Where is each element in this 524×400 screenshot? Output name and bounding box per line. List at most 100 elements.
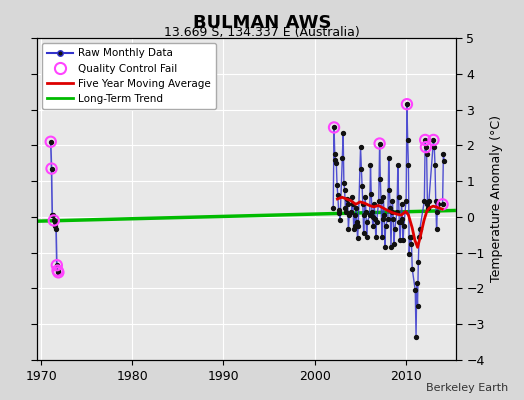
- Point: [421, 137, 429, 143]
- Point: [358, 183, 366, 190]
- Point: [343, 196, 351, 202]
- Point: [345, 212, 353, 218]
- Point: [384, 216, 392, 222]
- Point: [52, 262, 61, 268]
- Point: [375, 140, 384, 147]
- Point: [359, 230, 368, 236]
- Point: [369, 214, 378, 220]
- Point: [52, 262, 61, 268]
- Point: [396, 237, 405, 243]
- Point: [377, 198, 385, 204]
- Point: [330, 124, 338, 131]
- Point: [352, 205, 360, 211]
- Point: [439, 201, 447, 208]
- Point: [51, 223, 59, 229]
- Point: [336, 217, 344, 224]
- Point: [50, 219, 59, 226]
- Point: [403, 137, 412, 143]
- Point: [432, 198, 440, 204]
- Point: [414, 258, 422, 265]
- Point: [334, 192, 342, 199]
- Point: [53, 267, 62, 274]
- Text: Berkeley Earth: Berkeley Earth: [426, 383, 508, 393]
- Text: 13.669 S, 134.337 E (Australia): 13.669 S, 134.337 E (Australia): [164, 26, 360, 39]
- Point: [344, 226, 353, 233]
- Point: [348, 194, 356, 200]
- Point: [406, 233, 414, 240]
- Point: [368, 223, 377, 229]
- Point: [381, 223, 390, 229]
- Point: [47, 138, 55, 145]
- Point: [334, 206, 343, 213]
- Point: [397, 219, 405, 226]
- Point: [368, 208, 376, 215]
- Point: [335, 210, 344, 216]
- Point: [420, 198, 429, 204]
- Point: [395, 194, 403, 200]
- Point: [440, 158, 449, 165]
- Point: [434, 201, 442, 208]
- Point: [408, 266, 417, 272]
- Point: [367, 190, 375, 197]
- Point: [385, 155, 393, 161]
- Point: [390, 240, 398, 247]
- Point: [394, 162, 402, 168]
- Point: [372, 233, 380, 240]
- Point: [400, 223, 408, 229]
- Point: [357, 165, 366, 172]
- Point: [54, 269, 62, 276]
- Point: [390, 226, 399, 233]
- Point: [47, 138, 55, 145]
- Point: [54, 269, 62, 276]
- Point: [329, 205, 337, 211]
- Point: [362, 208, 370, 215]
- Point: [439, 201, 447, 208]
- Point: [373, 219, 381, 226]
- Point: [404, 162, 412, 168]
- Point: [330, 124, 338, 131]
- Point: [363, 219, 372, 226]
- Point: [423, 201, 432, 208]
- Point: [412, 280, 421, 286]
- Point: [422, 144, 430, 150]
- Point: [430, 144, 439, 150]
- Point: [353, 219, 361, 226]
- Point: [338, 155, 346, 161]
- Point: [389, 216, 398, 222]
- Point: [375, 140, 384, 147]
- Point: [388, 208, 396, 215]
- Point: [47, 165, 56, 172]
- Point: [363, 233, 371, 240]
- Point: [439, 151, 447, 158]
- Point: [431, 162, 439, 168]
- Point: [421, 137, 429, 143]
- Point: [50, 217, 58, 224]
- Point: [413, 303, 422, 310]
- Point: [340, 180, 348, 186]
- Point: [378, 216, 387, 222]
- Point: [397, 201, 406, 208]
- Point: [370, 201, 378, 208]
- Point: [403, 101, 411, 107]
- Point: [378, 233, 386, 240]
- Point: [351, 212, 359, 218]
- Point: [341, 205, 350, 211]
- Point: [385, 187, 394, 193]
- Point: [360, 212, 368, 218]
- Point: [339, 130, 347, 136]
- Point: [49, 212, 57, 218]
- Point: [398, 216, 407, 222]
- Point: [50, 217, 58, 224]
- Point: [411, 287, 419, 294]
- Point: [356, 144, 365, 150]
- Point: [376, 176, 385, 182]
- Point: [403, 101, 411, 107]
- Point: [375, 198, 383, 204]
- Point: [387, 244, 395, 250]
- Point: [47, 165, 56, 172]
- Point: [48, 212, 57, 218]
- Point: [342, 208, 351, 215]
- Point: [53, 267, 62, 274]
- Point: [395, 219, 403, 226]
- Point: [388, 198, 397, 204]
